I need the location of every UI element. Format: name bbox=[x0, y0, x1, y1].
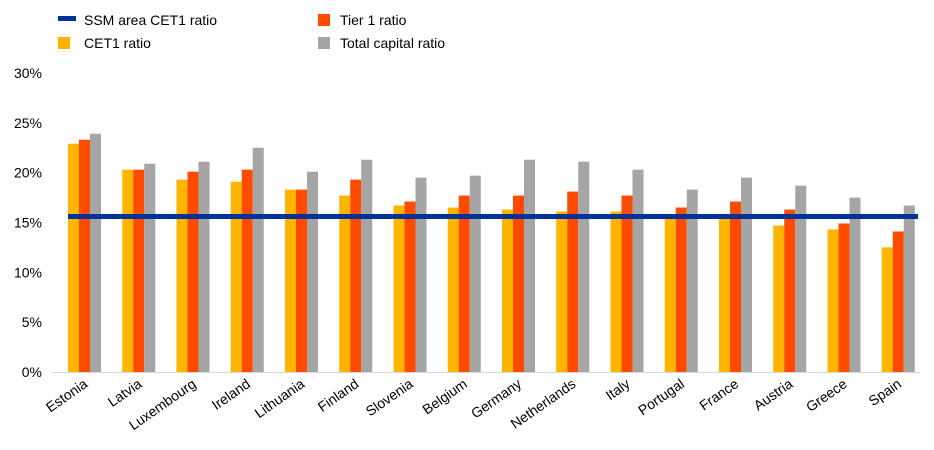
x-tick-label: Latvia bbox=[105, 375, 145, 410]
bar bbox=[578, 161, 590, 372]
x-tick-label: Portugal bbox=[635, 375, 687, 418]
bar bbox=[784, 209, 796, 372]
plot-area: 0%5%10%15%20%25%30%Estonia LatviaLuxembou… bbox=[14, 65, 920, 433]
bar bbox=[741, 177, 752, 372]
bar bbox=[361, 159, 373, 372]
x-tick-label: Ireland bbox=[209, 375, 253, 413]
y-tick-label: 5% bbox=[22, 314, 42, 330]
y-tick-label: 0% bbox=[22, 364, 42, 380]
x-tick-label: Finland bbox=[315, 375, 362, 414]
x-tick-label: France bbox=[696, 375, 741, 413]
bar bbox=[79, 139, 90, 372]
bar bbox=[198, 161, 210, 372]
legend-item-cet1: CET1 ratio bbox=[58, 35, 151, 51]
bar bbox=[827, 229, 839, 372]
bar bbox=[296, 189, 307, 372]
bar bbox=[90, 133, 101, 372]
bar bbox=[122, 169, 134, 372]
bar bbox=[339, 195, 351, 372]
legend-swatch-ssm bbox=[58, 16, 76, 21]
y-tick-label: 20% bbox=[14, 165, 42, 181]
bar bbox=[230, 181, 242, 372]
bar bbox=[447, 207, 459, 372]
bar bbox=[621, 195, 633, 372]
x-tick-label: Austria bbox=[751, 375, 796, 413]
bar bbox=[393, 205, 405, 372]
x-tick-label: Spain bbox=[865, 375, 904, 409]
bar bbox=[513, 195, 524, 372]
legend-label-ssm: SSM area CET1 ratio bbox=[84, 12, 217, 28]
bar bbox=[502, 209, 513, 372]
legend-swatch-tier1 bbox=[318, 14, 330, 26]
bar bbox=[903, 205, 915, 372]
bar bbox=[719, 217, 730, 372]
bar bbox=[795, 185, 807, 372]
bar bbox=[252, 147, 264, 372]
x-tick-label: Greece bbox=[803, 375, 850, 415]
x-tick-label: Belgium bbox=[419, 375, 470, 417]
bar bbox=[144, 163, 156, 372]
bar bbox=[469, 175, 481, 372]
bar bbox=[567, 191, 579, 372]
x-tick-label: Lithuania bbox=[251, 375, 307, 421]
bar bbox=[773, 225, 785, 372]
bar bbox=[686, 189, 698, 372]
y-tick-label: 25% bbox=[14, 115, 42, 131]
legend-swatch-total bbox=[318, 37, 330, 49]
legend-item-total: Total capital ratio bbox=[318, 35, 445, 51]
legend-item-tier1: Tier 1 ratio bbox=[318, 12, 407, 28]
x-tick-label: Italy bbox=[603, 375, 633, 403]
bar bbox=[133, 169, 145, 372]
bar bbox=[350, 179, 362, 372]
y-tick-label: 15% bbox=[14, 215, 42, 231]
bar bbox=[664, 217, 676, 372]
bar bbox=[524, 159, 535, 372]
legend-item-ssm: SSM area CET1 ratio bbox=[58, 12, 217, 28]
bar bbox=[187, 171, 199, 372]
legend-label-cet1: CET1 ratio bbox=[84, 35, 151, 51]
bar bbox=[730, 201, 741, 372]
bar bbox=[404, 201, 416, 372]
bar bbox=[632, 169, 644, 372]
bar bbox=[307, 171, 318, 372]
bar bbox=[458, 195, 470, 372]
bar bbox=[881, 247, 893, 372]
bar bbox=[285, 189, 296, 372]
bar bbox=[675, 207, 687, 372]
y-tick-label: 30% bbox=[14, 65, 42, 81]
bar bbox=[68, 143, 79, 372]
bar bbox=[610, 211, 622, 372]
bar bbox=[176, 179, 188, 372]
legend-swatch-cet1 bbox=[58, 37, 70, 49]
bar bbox=[556, 211, 568, 372]
bar bbox=[849, 197, 861, 372]
y-tick-label: 10% bbox=[14, 264, 42, 280]
bar bbox=[838, 223, 850, 372]
bar bbox=[241, 169, 253, 372]
bar bbox=[892, 231, 904, 372]
legend-label-total: Total capital ratio bbox=[340, 35, 445, 51]
x-tick-label: Slovenia bbox=[363, 375, 416, 419]
bar bbox=[415, 177, 427, 372]
legend-label-tier1: Tier 1 ratio bbox=[340, 12, 407, 28]
legend: SSM area CET1 ratio CET1 ratio Tier 1 ra… bbox=[58, 12, 445, 51]
x-tick-label: Estonia bbox=[43, 375, 91, 415]
